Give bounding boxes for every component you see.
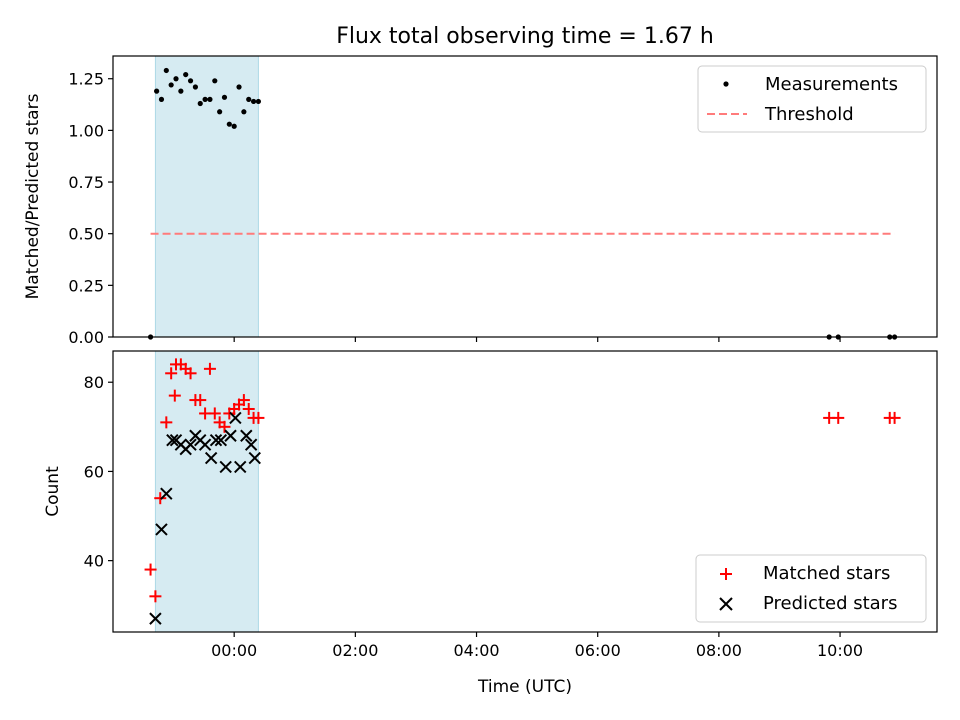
observing-window-shade-count	[154, 350, 259, 633]
point-measurements	[217, 109, 223, 115]
point-measurements	[183, 71, 189, 78]
x-axis-label: Time (UTC)	[477, 677, 572, 697]
point-predicted-stars	[184, 438, 197, 451]
legend-measurements-label: Measurements	[765, 74, 898, 95]
point-measurements	[163, 67, 169, 74]
legend-matched-marker	[720, 568, 732, 580]
point-matched-stars	[144, 563, 157, 576]
point-matched-stars	[203, 362, 216, 375]
point-matched-stars	[237, 394, 250, 407]
y-axis-label-count: Count	[43, 466, 63, 517]
point-matched-stars	[242, 402, 255, 415]
point-predicted-stars	[229, 411, 242, 425]
point-measurements	[178, 88, 184, 94]
y-tick-label-ratio: 1.00	[68, 121, 104, 140]
legend-ratio-box	[697, 65, 927, 133]
point-measurements	[221, 94, 228, 100]
observing-window-shade-ratio	[154, 55, 259, 338]
point-measurements	[154, 88, 160, 94]
legend-predicted-marker	[719, 597, 733, 611]
point-matched-stars	[832, 411, 845, 424]
point-measurements	[255, 98, 262, 105]
y-tick-label-count: 40	[84, 552, 104, 571]
point-matched-stars	[184, 367, 197, 380]
point-measurements	[226, 121, 232, 127]
point-predicted-stars	[149, 612, 162, 625]
x-tick-label: 04:00	[453, 641, 499, 660]
legend-count: Matched stars Predicted stars	[695, 554, 927, 623]
x-tick-label: 08:00	[696, 641, 742, 660]
legend-threshold-label: Threshold	[764, 104, 854, 125]
y-tick-label-ratio: 0.25	[68, 276, 104, 295]
point-predicted-stars	[244, 438, 258, 451]
y-tick-label-count: 60	[84, 462, 104, 481]
y-tick-label-ratio: 0.75	[68, 173, 104, 192]
point-matched-stars	[194, 394, 207, 407]
point-measurements	[207, 96, 213, 102]
point-matched-stars	[154, 492, 167, 505]
panel-count: 40 60 80 00:00 02:00 04:00 06:00 08:00 10:00 Cou…	[43, 350, 938, 697]
point-measurements	[168, 82, 174, 88]
point-predicted-stars	[214, 433, 228, 447]
point-predicted-stars	[248, 451, 261, 465]
point-matched-stars	[168, 389, 181, 402]
panel-count-frame	[112, 350, 938, 633]
x-tick-label: 00:00	[211, 641, 257, 660]
y-tick-label-ratio: 1.25	[68, 70, 104, 89]
point-predicted-stars	[166, 433, 179, 447]
legend-count-box	[695, 554, 927, 623]
point-measurements	[197, 100, 203, 107]
legend-matched-label: Matched stars	[763, 563, 890, 584]
panel-ratio-frame	[112, 55, 938, 338]
point-matched-stars	[208, 407, 221, 420]
point-measurements	[241, 109, 247, 115]
point-predicted-stars	[160, 487, 173, 500]
point-measurements	[192, 84, 198, 90]
point-measurements	[212, 78, 218, 84]
x-tick-label: 10:00	[817, 641, 863, 660]
y-tick-label-ratio: 0.50	[68, 225, 104, 244]
point-matched-stars	[160, 416, 173, 429]
point-predicted-stars	[198, 438, 212, 451]
point-measurements	[158, 96, 165, 102]
x-tick-label: 02:00	[332, 641, 378, 660]
point-matched-stars	[252, 411, 265, 424]
legend-measurements-marker	[723, 81, 729, 87]
point-matched-stars	[888, 411, 901, 424]
y-tick-label-ratio: 0.00	[68, 328, 104, 347]
point-measurements	[187, 78, 194, 84]
point-measurements	[236, 84, 242, 90]
y-tick-label-count: 80	[84, 373, 104, 392]
point-measurements	[231, 123, 237, 129]
point-predicted-stars	[224, 429, 237, 442]
chart-title: Flux total observing time = 1.67 h	[336, 24, 714, 49]
point-predicted-stars	[209, 433, 223, 447]
panel-ratio: 0.00 0.25 0.50 0.75 1.00 1.25 Matched/Predict…	[23, 55, 938, 347]
point-predicted-stars	[219, 460, 232, 474]
point-predicted-stars	[155, 523, 168, 536]
point-measurements	[246, 96, 252, 102]
legend-predicted-label: Predicted stars	[763, 593, 897, 614]
point-predicted-stars	[240, 429, 253, 442]
y-axis-label-ratio: Matched/Predicted stars	[23, 93, 43, 299]
point-measurements	[202, 96, 208, 102]
point-measurements	[173, 76, 179, 82]
point-matched-stars	[149, 590, 162, 603]
point-matched-stars	[165, 367, 178, 380]
legend-ratio: Measurements Threshold	[697, 65, 927, 133]
point-measurements	[250, 98, 257, 105]
point-predicted-stars	[234, 460, 247, 474]
point-predicted-stars	[204, 451, 218, 465]
x-tick-label: 06:00	[575, 641, 621, 660]
